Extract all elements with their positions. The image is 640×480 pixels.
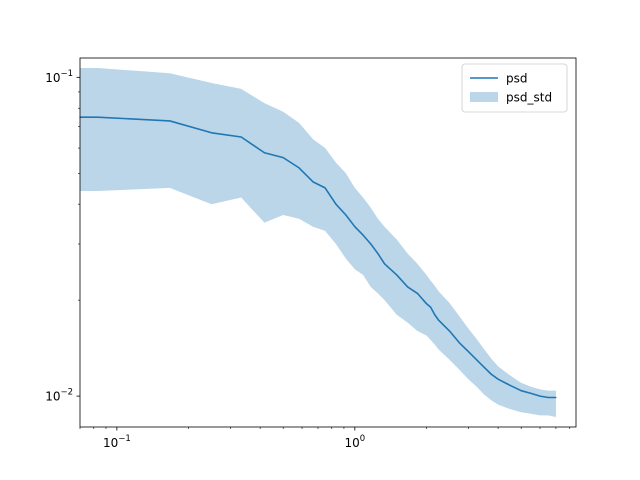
psd-point xyxy=(210,132,213,134)
psd-point xyxy=(483,366,485,369)
psd-point xyxy=(282,157,284,159)
psd-point xyxy=(448,330,451,332)
axes-group: 10−1 100 10−2 10−1 xyxy=(45,57,577,450)
psd-point xyxy=(362,234,364,236)
psd-point xyxy=(467,350,469,353)
psd-point xyxy=(434,314,436,316)
psd-point xyxy=(240,136,242,138)
psd-point xyxy=(97,116,99,118)
psd-point xyxy=(490,373,493,375)
psd-point xyxy=(335,203,337,205)
psd-point xyxy=(416,292,419,294)
psd-point xyxy=(555,396,557,399)
psd-point xyxy=(547,396,549,399)
y-tick-label: 10−2 xyxy=(45,388,73,404)
psd-point xyxy=(539,395,541,397)
legend-box xyxy=(461,63,568,113)
psd-point xyxy=(377,252,379,255)
psd-line-group xyxy=(79,116,557,399)
psd-point xyxy=(458,342,460,344)
psd-point xyxy=(509,384,511,387)
axes-frame xyxy=(79,57,577,428)
plot-area xyxy=(80,58,576,427)
x-tick-label: 100 xyxy=(344,434,365,450)
psd-point xyxy=(425,303,428,305)
legend: psd psd_std xyxy=(461,63,568,113)
std-band-group xyxy=(80,67,556,417)
psd-point xyxy=(407,286,409,288)
psd-point xyxy=(263,152,266,154)
psd-point xyxy=(430,306,432,308)
psd-point xyxy=(520,390,522,392)
psd-point xyxy=(530,392,532,394)
psd-point xyxy=(396,274,398,276)
psd-point xyxy=(354,226,356,228)
psd-point xyxy=(476,359,478,361)
legend-psd-std-label: psd_std xyxy=(506,91,552,105)
psd-point xyxy=(324,187,326,189)
legend-psd-std-swatch xyxy=(470,92,498,102)
psd-point xyxy=(383,263,386,265)
psd-point xyxy=(370,243,372,245)
psd-point xyxy=(345,214,347,216)
psd-point xyxy=(298,167,300,169)
x-tick-label: 10−1 xyxy=(103,434,131,450)
y-tick-label: 10−1 xyxy=(45,69,73,85)
psd-point xyxy=(169,120,171,122)
psd-point xyxy=(312,181,314,183)
legend-psd-label: psd xyxy=(506,72,528,86)
psd-std-band xyxy=(80,67,556,417)
psd-point xyxy=(438,319,440,321)
psd-point xyxy=(497,378,499,380)
